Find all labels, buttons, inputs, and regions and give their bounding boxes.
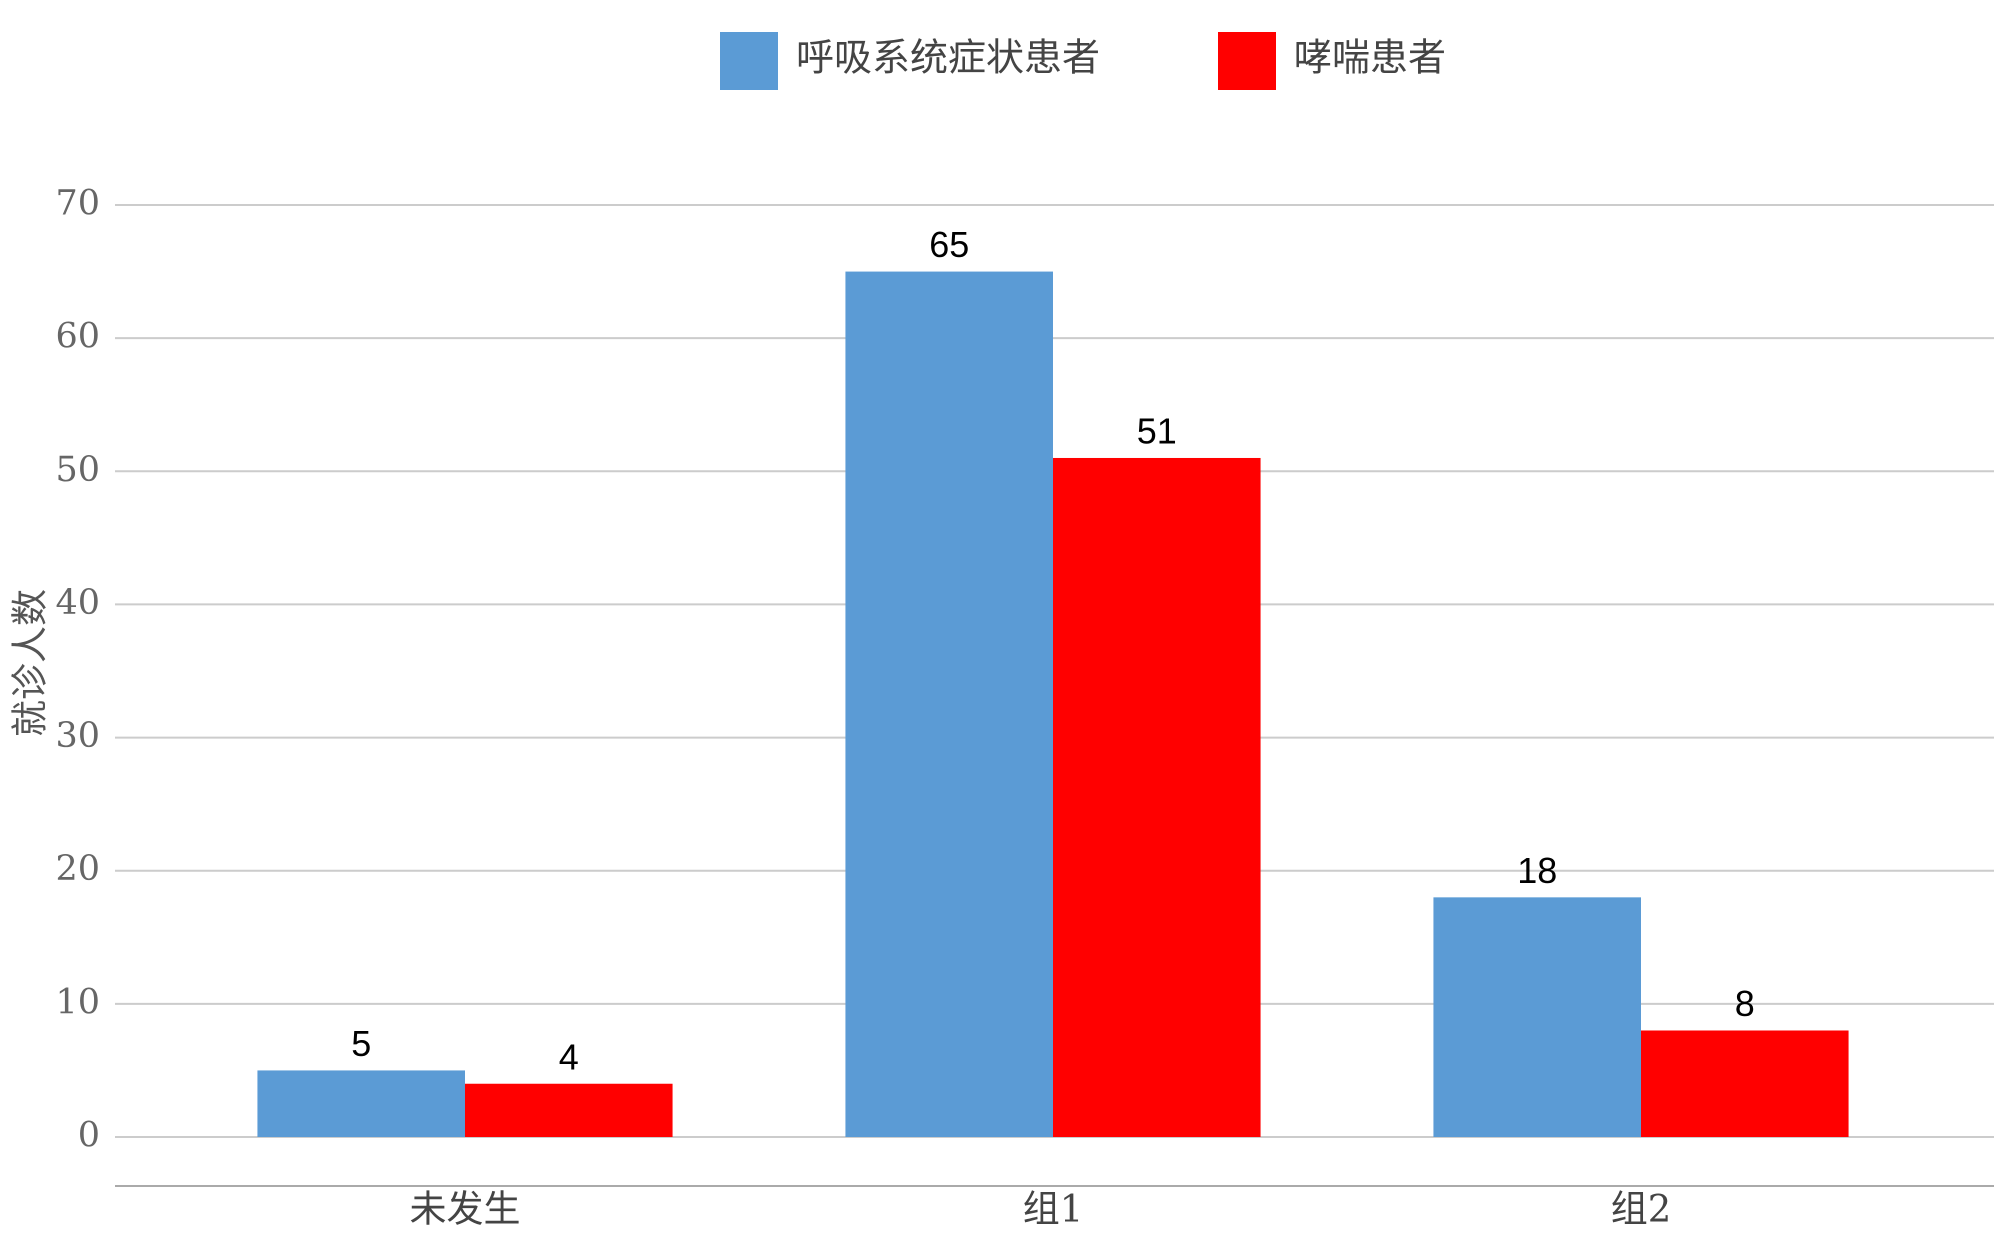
data-label: 65 [929, 224, 969, 265]
bar [465, 1083, 673, 1137]
data-label: 51 [1137, 410, 1177, 451]
y-tick-label: 40 [55, 583, 100, 623]
y-axis-label: 就诊人数 [9, 589, 52, 737]
y-tick-label: 60 [55, 317, 100, 357]
bar [1433, 897, 1641, 1137]
data-label: 5 [351, 1023, 371, 1064]
bar [845, 271, 1053, 1138]
y-tick-label: 70 [55, 184, 100, 224]
y-tick-label: 20 [55, 849, 100, 889]
x-tick-label: 组1 [1023, 1188, 1084, 1231]
x-tick-label: 未发生 [410, 1188, 521, 1231]
x-tick-label: 组2 [1611, 1188, 1672, 1231]
data-label: 18 [1517, 850, 1557, 891]
y-tick-label: 0 [78, 1116, 100, 1156]
y-tick-label: 50 [55, 450, 100, 490]
legend-swatch [1218, 32, 1276, 90]
y-tick-label: 10 [55, 982, 100, 1022]
data-label: 4 [559, 1036, 579, 1077]
y-tick-label: 30 [55, 716, 100, 756]
bar [257, 1070, 465, 1137]
bar [1641, 1030, 1849, 1137]
data-label: 8 [1735, 983, 1755, 1024]
bar [1053, 457, 1261, 1137]
legend-swatch [720, 32, 778, 90]
legend-label: 哮喘患者 [1294, 36, 1446, 80]
legend-label: 呼吸系统症状患者 [796, 36, 1100, 80]
